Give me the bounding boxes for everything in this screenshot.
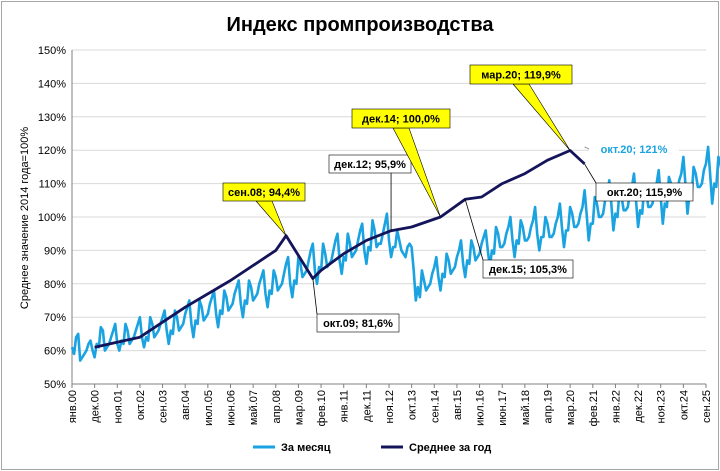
annotation-label: окт.20; 115,9%	[607, 187, 683, 199]
label-box	[316, 313, 400, 333]
y-tick-label: 130%	[38, 112, 66, 124]
y-tick-label: 70%	[44, 312, 66, 324]
annotation-label: сен.08; 94,4%	[228, 187, 300, 199]
x-tick-label: июн.17	[497, 390, 509, 426]
x-tick-label: апр.08	[271, 390, 283, 423]
y-tick-label: 80%	[44, 279, 66, 291]
annotation: окт.20; 121%	[584, 140, 679, 158]
annotation: дек.12; 95,9%	[328, 154, 412, 231]
x-tick-label: фев.21	[588, 390, 600, 426]
callout-pointer	[255, 200, 287, 236]
x-tick-label: дек.00	[90, 390, 102, 423]
y-tick-label: 110%	[39, 179, 67, 191]
annotation: мар.20; 119,9%	[469, 64, 573, 151]
x-tick-label: дек.11	[361, 390, 373, 422]
annotation-label: окт.20; 121%	[601, 144, 668, 156]
annotation-label: окт.09; 81,6%	[323, 318, 393, 330]
series-monthly-line	[70, 145, 720, 362]
leader-line	[464, 199, 484, 261]
annotations: сен.08; 94,4% окт.09; 81,6% дек.12; 95,9% д…	[222, 64, 694, 333]
label-box	[589, 140, 679, 158]
x-tick-labels: янв.00 дек.00 ноя.01 окт.02 сен.03 авг.04 июл.…	[67, 384, 713, 426]
x-tick-label: ноя.12	[384, 390, 396, 423]
x-tick-label: авг.04	[180, 390, 192, 420]
x-tick-label: мар.09	[293, 390, 305, 425]
y-tick-label: 150%	[38, 45, 66, 57]
x-tick-label: янв.00	[67, 390, 79, 423]
annotation: окт.20; 115,9%	[584, 163, 694, 202]
x-tick-label: май.18	[520, 390, 532, 425]
annotation-label: дек.12; 95,9%	[334, 159, 406, 171]
x-tick-label: ноя.23	[656, 390, 668, 423]
label-box	[482, 259, 574, 279]
legend-label: За месяц	[281, 442, 331, 454]
y-axis-label: Среднее значение 2014 года=100%	[19, 127, 31, 309]
y-tick-label: 50%	[44, 379, 66, 391]
x-tick-label: сен.03	[158, 390, 170, 423]
series-annual-average-line	[94, 149, 586, 349]
x-tick-label: окт.24	[678, 390, 690, 420]
y-tick-label: 100%	[38, 212, 66, 224]
label-box	[328, 154, 412, 174]
x-tick-label: янв.11	[339, 390, 351, 422]
series-lines	[70, 145, 720, 362]
x-tick-label: мар.20	[565, 390, 577, 425]
x-tick-label: окт.13	[407, 390, 419, 420]
x-tick-label: июл.16	[475, 390, 487, 426]
x-tick-label: авг.15	[452, 390, 464, 420]
legend-label: Среднее за год	[409, 442, 491, 454]
annotation-label: мар.20; 119,9%	[481, 70, 561, 82]
annotation: сен.08; 94,4%	[222, 182, 306, 236]
x-tick-label: май.07	[248, 390, 260, 425]
leader-line	[312, 278, 318, 315]
callout-box	[469, 64, 573, 85]
annotation: дек.14; 100,0%	[351, 108, 451, 218]
leader-line	[584, 146, 590, 150]
annotation: дек.15; 105,3%	[464, 199, 574, 279]
chart-title: Индекс промпроизводства	[227, 14, 495, 36]
y-tick-label: 90%	[44, 245, 66, 257]
callout-box	[222, 182, 306, 202]
callout-box	[351, 108, 451, 129]
annotation-label: дек.15; 105,3%	[489, 264, 567, 276]
x-tick-label: янв.22	[610, 390, 622, 423]
legend: За месяц Среднее за год	[253, 442, 491, 454]
y-tick-label: 120%	[38, 145, 66, 157]
x-tick-label: июн.06	[226, 390, 238, 426]
annotation: окт.09; 81,6%	[312, 278, 400, 333]
x-tick-label: окт.02	[135, 390, 147, 420]
label-box	[595, 182, 694, 202]
x-tick-label: ноя.01	[112, 390, 124, 423]
leader-line	[584, 163, 597, 184]
y-tick-label: 140%	[38, 78, 66, 90]
x-tick-label: фев.10	[316, 390, 328, 426]
x-tick-label: апр.19	[543, 390, 555, 423]
x-tick-label: сен.25	[701, 390, 713, 423]
x-tick-label: сен.14	[429, 390, 441, 423]
x-tick-label: дек.22	[633, 390, 645, 423]
annotation-label: дек.14; 100,0%	[362, 114, 440, 126]
y-tick-label: 60%	[44, 346, 66, 358]
y-tick-labels: 50% 60% 70% 80% 90% 100% 110% 120% 130% 140% 150%	[38, 45, 66, 391]
x-tick-label: июл.05	[203, 390, 215, 426]
